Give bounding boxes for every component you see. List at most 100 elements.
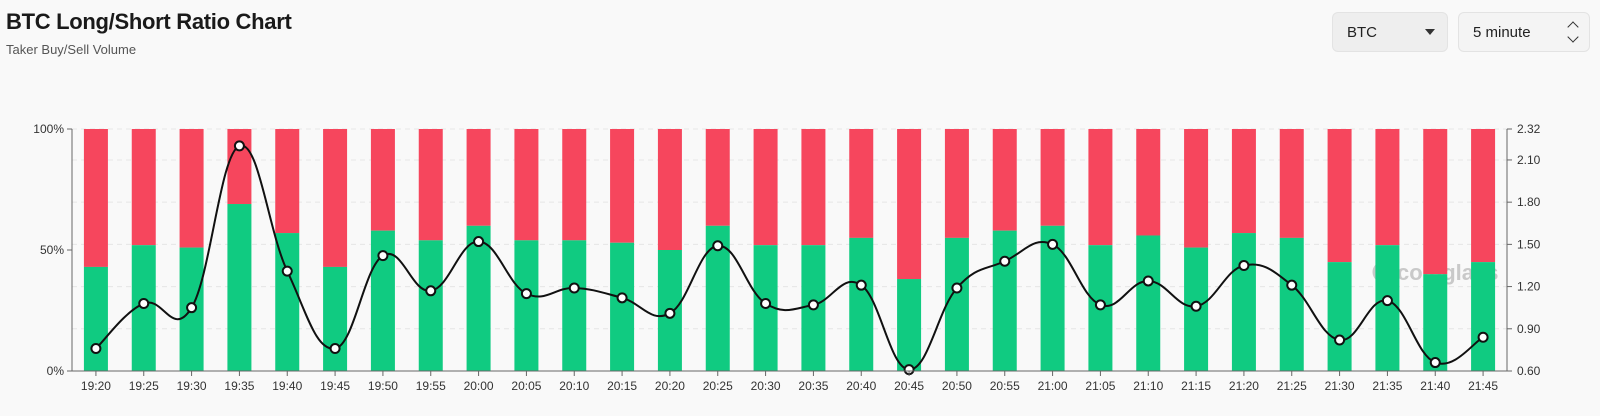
long-bar [275,233,300,371]
short-bar [1040,129,1065,226]
ratio-point [281,265,293,277]
ratio-point [1190,300,1202,312]
x-tick-label: 20:40 [846,379,876,393]
long-bar [1423,274,1448,371]
ratio-point [138,297,150,309]
ratio-point [664,307,676,319]
y-right-tick-label: 0.60 [1517,364,1541,378]
short-bar [83,129,108,267]
x-tick-label: 21:35 [1372,379,1402,393]
x-tick-label: 19:45 [320,379,350,393]
y-left-tick-label: 100% [33,122,64,136]
ratio-point [760,297,772,309]
ratio-point [473,236,485,248]
x-tick-label: 21:30 [1325,379,1355,393]
x-tick-label: 20:30 [751,379,781,393]
x-tick-label: 20:15 [607,379,637,393]
ratio-point [999,255,1011,267]
bars [83,129,1496,371]
short-bar [562,129,587,241]
long-bar [944,237,969,371]
x-tick-label: 19:25 [129,379,159,393]
long-bar [992,230,1017,371]
x-axis: 19:20 19:25 19:30 19:35 19:40 19:45 19:50 19:55… [72,370,1507,393]
long-bar [1327,262,1352,371]
short-bar [1471,129,1496,263]
y-axis-left: 0% 50% 100% [33,122,73,378]
short-bar [466,129,491,226]
long-bar [227,204,252,371]
y-axis-right: 0.60 0.90 1.20 1.50 1.80 2.10 2.32 [1506,122,1541,378]
ratio-point [1238,259,1250,271]
page-subtitle: Taker Buy/Sell Volume [6,42,137,57]
short-bar [610,129,635,243]
symbol-select[interactable]: BTC [1332,12,1448,52]
x-tick-label: 21:10 [1133,379,1163,393]
short-bar [1231,129,1256,234]
x-tick-label: 19:55 [416,379,446,393]
long-bar [562,240,587,371]
ratio-point [1286,279,1298,291]
short-bar [418,129,443,241]
y-right-tick-label: 1.20 [1517,280,1541,294]
short-bar [801,129,826,246]
x-tick-label: 21:25 [1277,379,1307,393]
x-tick-label: 21:15 [1181,379,1211,393]
chart-controls: BTC 5 minute [1332,12,1590,52]
x-tick-label: 20:35 [798,379,828,393]
x-tick-label: 20:55 [990,379,1020,393]
short-bar [1279,129,1304,238]
short-bar [1136,129,1161,236]
interval-select[interactable]: 5 minute [1458,12,1590,52]
short-bar [657,129,682,250]
short-bar [514,129,539,241]
short-bar [227,129,252,205]
long-bar [1375,245,1400,371]
long-bar [1279,237,1304,371]
ratio-point [1381,295,1393,307]
long-bar [849,237,874,371]
y-left-tick-label: 50% [40,243,64,257]
x-tick-label: 20:45 [894,379,924,393]
long-bar [897,279,922,371]
x-tick-label: 19:30 [177,379,207,393]
y-left-tick-label: 0% [47,364,65,378]
ratio-point [807,299,819,311]
x-tick-label: 19:20 [81,379,111,393]
interval-select-value: 5 minute [1473,23,1531,41]
ratio-point [1142,275,1154,287]
short-bar [370,129,395,231]
short-bar [992,129,1017,231]
short-bar [179,129,204,248]
ratio-point [90,342,102,354]
ratio-point [1047,238,1059,250]
x-tick-label: 20:05 [511,379,541,393]
ratio-point [568,282,580,294]
short-bar [849,129,874,238]
x-tick-label: 21:00 [1038,379,1068,393]
y-right-tick-label: 2.32 [1517,122,1541,136]
ratio-point [520,288,532,300]
page-title: BTC Long/Short Ratio Chart [6,9,292,34]
ratio-point [377,250,389,262]
x-tick-label: 19:50 [368,379,398,393]
long-bar [610,242,635,371]
long-bar [514,240,539,371]
ratio-point [1477,331,1489,343]
short-bar [705,129,730,226]
x-tick-label: 21:20 [1229,379,1259,393]
x-tick-label: 20:25 [703,379,733,393]
ratio-point [329,342,341,354]
short-bar [944,129,969,238]
ratio-point [1094,299,1106,311]
long-bar [83,266,108,371]
short-bar [131,129,156,246]
ratio-point [233,140,245,152]
x-tick-label: 20:10 [559,379,589,393]
short-bar [1423,129,1448,275]
short-bar [897,129,922,280]
y-right-tick-label: 2.10 [1517,153,1541,167]
long-bar [1231,233,1256,371]
x-tick-label: 19:35 [224,379,254,393]
